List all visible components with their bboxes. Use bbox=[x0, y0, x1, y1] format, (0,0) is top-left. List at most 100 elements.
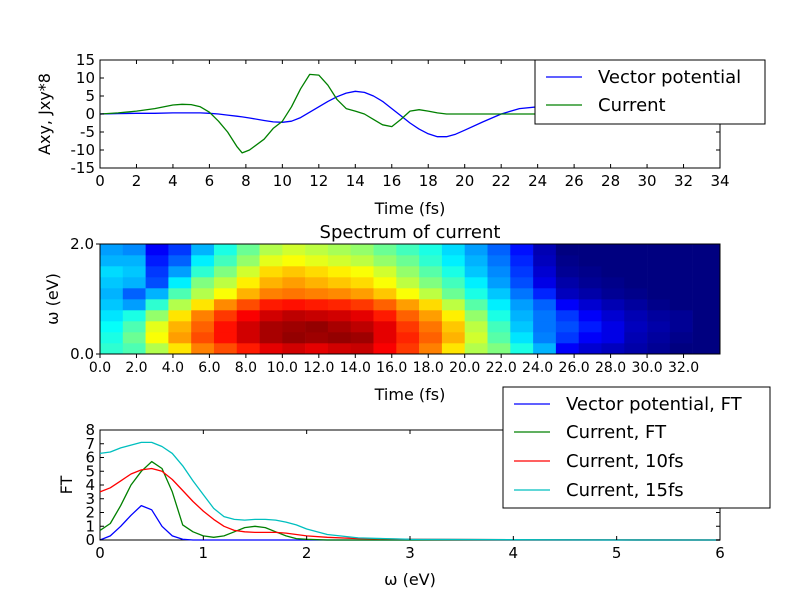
heatmap-cell bbox=[305, 343, 329, 355]
heatmap-cell bbox=[647, 310, 671, 322]
heatmap-cell bbox=[692, 321, 721, 333]
heatmap-cell bbox=[327, 266, 352, 278]
x-tick-label: 4.0 bbox=[162, 360, 184, 376]
heatmap-cell bbox=[236, 332, 260, 344]
x-tick-label: 16.0 bbox=[376, 360, 407, 376]
heatmap-cell bbox=[464, 321, 488, 333]
heatmap-cell bbox=[464, 299, 488, 311]
heatmap-cell bbox=[350, 288, 374, 300]
x-tick-label: 6 bbox=[205, 172, 215, 190]
x-tick-label: 8.0 bbox=[235, 360, 257, 376]
heatmap-cell bbox=[396, 321, 420, 333]
heatmap-cell bbox=[487, 255, 511, 267]
heatmap-cell bbox=[327, 244, 352, 256]
y-axis-label: Axy, Jxy*8 bbox=[35, 73, 54, 155]
heatmap-cell bbox=[464, 266, 488, 278]
heatmap-cell bbox=[647, 299, 671, 311]
heatmap-cell bbox=[669, 343, 693, 355]
heatmap-cell bbox=[350, 321, 374, 333]
x-axis-label: ω (eV) bbox=[384, 570, 436, 589]
heatmap-cell bbox=[259, 255, 283, 267]
heatmap-cell bbox=[441, 321, 465, 333]
legend: Vector potential Current bbox=[534, 59, 766, 125]
heatmap-cell bbox=[373, 299, 397, 311]
heatmap-cell bbox=[441, 288, 465, 300]
x-axis-label: Time (fs) bbox=[374, 385, 446, 404]
heatmap-cell bbox=[692, 343, 721, 355]
heatmap-cell bbox=[305, 321, 329, 333]
x-tick-label: 26 bbox=[565, 172, 584, 190]
heatmap-cell bbox=[533, 343, 557, 355]
heatmap-cell bbox=[441, 299, 465, 311]
heatmap-cell bbox=[100, 343, 124, 355]
y-tick-labels: 0.0 2.0 bbox=[70, 235, 100, 363]
x-tick-label: 0.0 bbox=[89, 360, 111, 376]
heatmap-cell bbox=[555, 266, 579, 278]
heatmap-cell bbox=[191, 288, 215, 300]
heatmap-cell bbox=[350, 310, 374, 322]
heatmap-cell bbox=[236, 299, 260, 311]
heatmap-cell bbox=[145, 266, 169, 278]
heatmap-cell bbox=[578, 288, 602, 300]
x-axis-label: Time (fs) bbox=[374, 199, 446, 218]
heatmap-cell bbox=[396, 266, 420, 278]
heatmap-cell bbox=[259, 266, 283, 278]
x-tick-label: 24.0 bbox=[522, 360, 553, 376]
heatmap-cell bbox=[122, 299, 146, 311]
heatmap-cell bbox=[191, 321, 215, 333]
legend: Vector potential, FT Current, FT Current… bbox=[502, 386, 771, 509]
x-tick-labels: 0.0 2.0 4.0 6.0 8.0 10.0 12.0 14.0 16.0 18.0 20.0 2… bbox=[89, 354, 699, 376]
legend-label-vector-potential-ft: Vector potential, FT bbox=[566, 394, 743, 415]
x-tick-label: 4 bbox=[168, 172, 178, 190]
heatmap-cell bbox=[555, 277, 579, 289]
heatmap-cell bbox=[100, 244, 124, 256]
heatmap-cell bbox=[305, 332, 329, 344]
heatmap-cell bbox=[213, 288, 238, 300]
heatmap-cell bbox=[396, 310, 420, 322]
heatmap-cell bbox=[213, 310, 238, 322]
heatmap-cell bbox=[669, 332, 693, 344]
heatmap-cell bbox=[419, 343, 443, 355]
heatmap-cell bbox=[327, 321, 352, 333]
heatmap-cell bbox=[100, 266, 124, 278]
heatmap-cell bbox=[282, 277, 306, 289]
y-tick-label: 4 bbox=[85, 476, 95, 494]
heatmap-cell bbox=[122, 321, 146, 333]
heatmap-cell bbox=[282, 244, 306, 256]
heatmap-cell bbox=[191, 255, 215, 267]
heatmap-cell bbox=[692, 255, 721, 267]
series-lines bbox=[99, 73, 720, 154]
heatmap-cell bbox=[555, 299, 579, 311]
heatmap-cell bbox=[327, 310, 352, 322]
heatmap-cell bbox=[213, 299, 238, 311]
heatmap-cell bbox=[191, 277, 215, 289]
heatmap-cell bbox=[464, 310, 488, 322]
heatmap-cell bbox=[533, 299, 557, 311]
heatmap-cell bbox=[373, 266, 397, 278]
heatmap-cell bbox=[327, 288, 352, 300]
heatmap-cell bbox=[510, 244, 534, 256]
heatmap-cell bbox=[122, 310, 146, 322]
heatmap-cell bbox=[168, 266, 192, 278]
heatmap-cell bbox=[100, 321, 124, 333]
y-tick-label: 10 bbox=[76, 69, 95, 87]
heatmap-cell bbox=[441, 277, 465, 289]
heatmap-cell bbox=[350, 244, 374, 256]
x-tick-label: 22 bbox=[492, 172, 511, 190]
heatmap-cell bbox=[578, 310, 602, 322]
heatmap-cell bbox=[100, 310, 124, 322]
heatmap-cell bbox=[510, 255, 534, 267]
heatmap-cell bbox=[100, 255, 124, 267]
heatmap-cell bbox=[647, 321, 671, 333]
heatmap-cell bbox=[510, 321, 534, 333]
heatmap-cell bbox=[647, 332, 671, 344]
heatmap-cell bbox=[533, 244, 557, 256]
heatmap-cell bbox=[396, 343, 420, 355]
heatmap-cell bbox=[601, 343, 625, 355]
heatmap-cell bbox=[396, 277, 420, 289]
heatmap-frame bbox=[99, 243, 721, 355]
heatmap-cell bbox=[100, 332, 124, 344]
heatmap-cell bbox=[236, 321, 260, 333]
